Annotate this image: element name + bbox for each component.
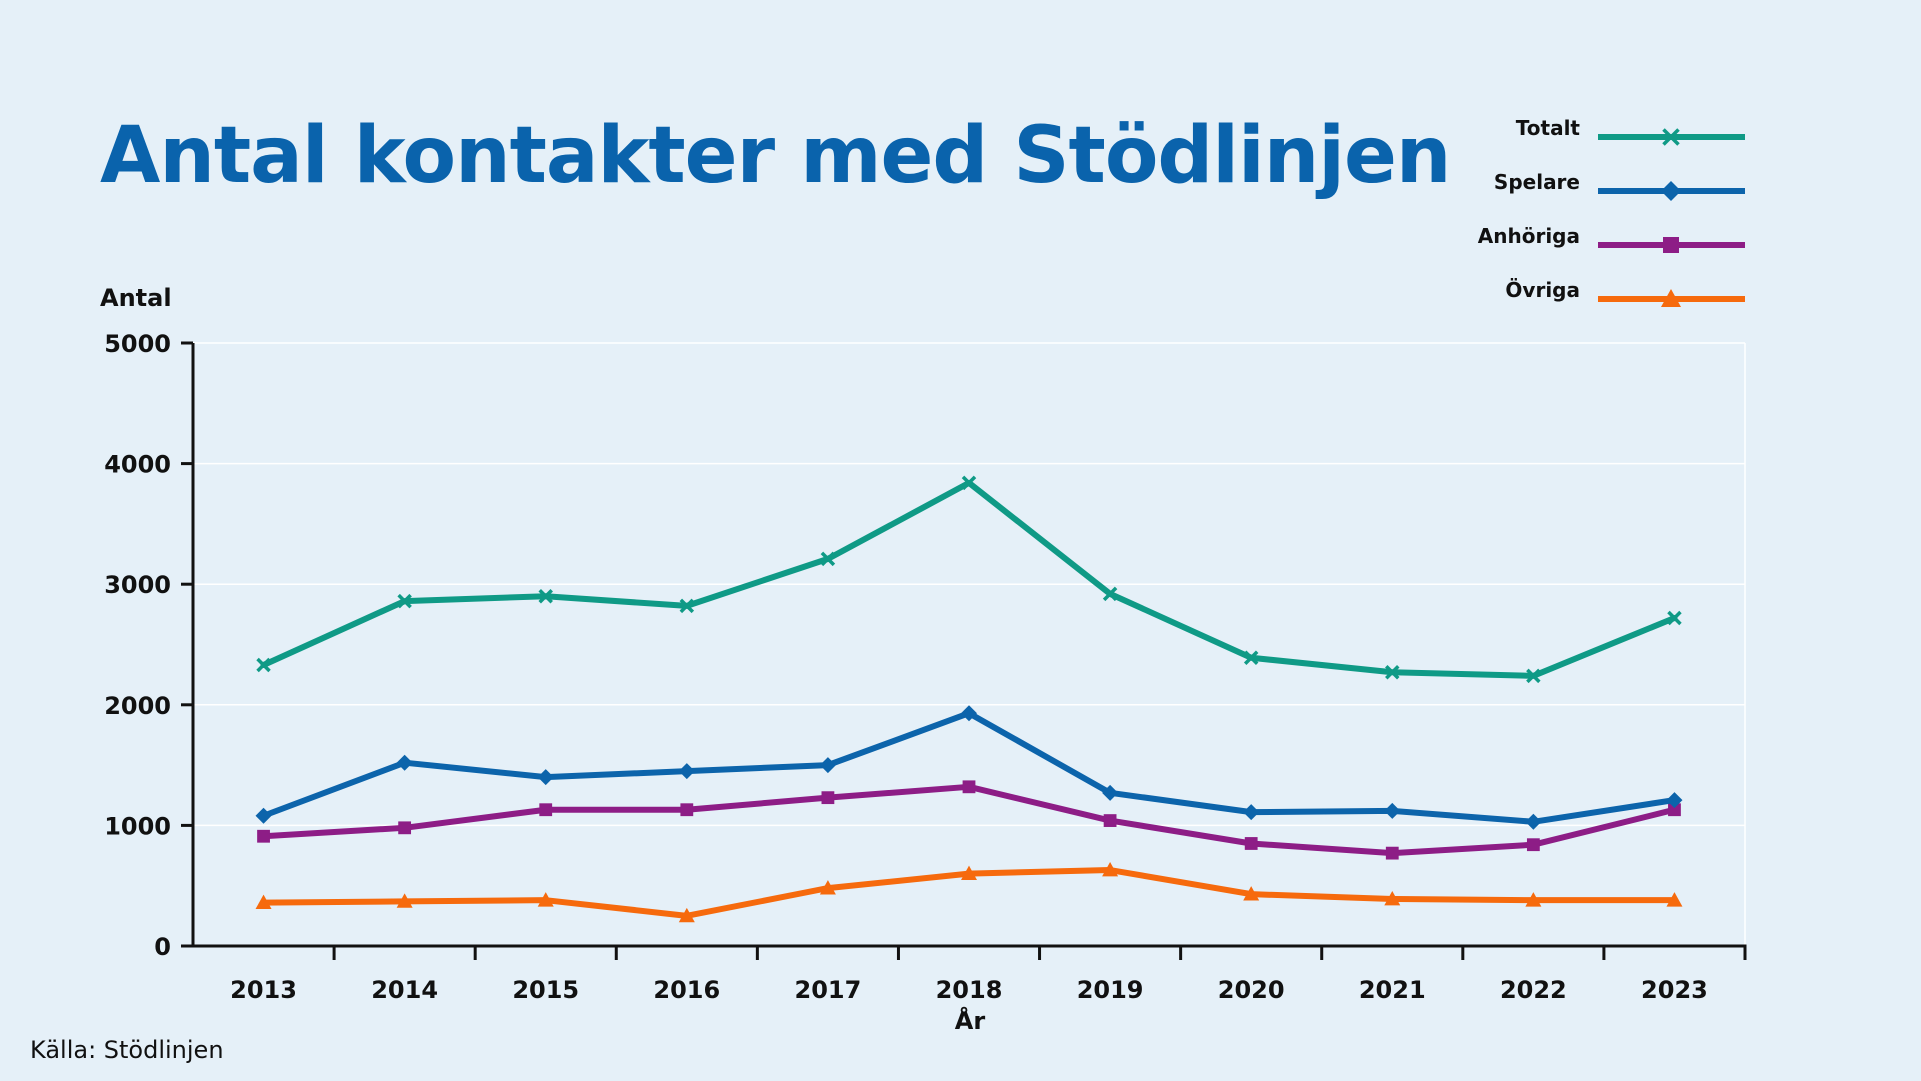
y-tick-labels: 0 1000 2000 3000 4000 5000 (104, 330, 171, 961)
y-tick-label-1000: 1000 (104, 812, 171, 840)
legend-marker-spelare (1661, 181, 1681, 201)
x-tick-label-2016: 2016 (653, 976, 720, 1004)
x-tick-label-2020: 2020 (1218, 976, 1285, 1004)
point--vriga-2014 (396, 893, 413, 908)
point-totalt-2020 (1243, 650, 1259, 666)
point-anh-riga-2017 (821, 791, 835, 805)
y-tick-label-4000: 4000 (104, 451, 171, 479)
point--vriga-2018 (961, 865, 977, 881)
y-axis-title: Antal (100, 284, 172, 312)
point--vriga-2020 (1243, 886, 1260, 901)
point-anh-riga-2015 (539, 803, 553, 817)
point-totalt-2018 (961, 475, 977, 491)
point-totalt-2021 (1385, 665, 1400, 680)
legend-marker-anh-riga (1663, 237, 1679, 253)
legend-item-spelare: Spelare (1494, 170, 1745, 201)
x-tick-label-2018: 2018 (936, 976, 1003, 1004)
legend-marker-totalt (1662, 128, 1680, 146)
x-tick-label-2019: 2019 (1077, 976, 1144, 1004)
legend-label-spelare: Spelare (1494, 170, 1580, 194)
axes (181, 341, 1747, 960)
x-tick-label-2013: 2013 (230, 976, 297, 1004)
legend-label--vriga: Övriga (1505, 278, 1580, 302)
point-anh-riga-2016 (680, 803, 694, 817)
point-spelare-2021 (1384, 802, 1401, 819)
point-anh-riga-2014 (398, 821, 412, 835)
point-anh-riga-2018 (962, 780, 976, 794)
point-spelare-2014 (396, 754, 413, 771)
legend-marker--vriga (1661, 289, 1681, 307)
point-spelare-2019 (1102, 784, 1119, 801)
series-group (255, 475, 1683, 923)
y-tick-label-2000: 2000 (104, 692, 171, 720)
point-spelare-2016 (678, 763, 695, 780)
point-anh-riga-2022 (1526, 838, 1540, 852)
point--vriga-2019 (1102, 862, 1119, 877)
point--vriga-2017 (819, 880, 836, 895)
point-spelare-2023 (1666, 792, 1683, 809)
y-tick-label-0: 0 (154, 933, 171, 961)
point--vriga-2021 (1384, 890, 1401, 906)
legend-label-totalt: Totalt (1516, 116, 1581, 140)
y-tick-label-3000: 3000 (104, 571, 171, 599)
series-line-anh-riga (260, 783, 1678, 857)
point-anh-riga-2023 (1668, 803, 1681, 817)
point--vriga-2015 (537, 892, 554, 907)
point--vriga-2013 (255, 894, 272, 909)
point--vriga-2016 (678, 907, 695, 923)
legend-item-anh-riga: Anhöriga (1478, 224, 1745, 253)
point-totalt-2014 (397, 593, 412, 609)
x-tick-labels: 2013 2014 2015 2016 2017 2018 2019 2020 2021 2022… (230, 976, 1708, 1004)
point-totalt-2015 (538, 589, 553, 604)
x-tick-label-2022: 2022 (1500, 976, 1567, 1004)
series-line-spelare (260, 710, 1678, 825)
point-spelare-2015 (537, 769, 554, 786)
series-totalt (256, 475, 1682, 684)
x-tick-label-2017: 2017 (795, 976, 862, 1004)
source-note: Källa: Stödlinjen (30, 1036, 224, 1064)
chart-title: Antal kontakter med Stödlinjen (100, 111, 1450, 201)
point-totalt-2022 (1526, 668, 1541, 684)
point-totalt-2016 (679, 598, 695, 614)
y-tick-label-5000: 5000 (104, 330, 171, 358)
series--vriga (255, 862, 1683, 923)
legend-item-totalt: Totalt (1516, 116, 1745, 146)
point-anh-riga-2020 (1244, 837, 1258, 850)
x-axis-title: År (955, 1006, 986, 1035)
x-tick-label-2015: 2015 (512, 976, 579, 1004)
point--vriga-2023 (1666, 892, 1683, 907)
point-anh-riga-2013 (257, 829, 270, 843)
legend: Totalt Spelare Anhöriga Övriga (1478, 116, 1745, 307)
point-totalt-2017 (820, 551, 836, 567)
point--vriga-2022 (1525, 892, 1542, 907)
point-spelare-2013 (255, 807, 272, 824)
series-line-totalt (260, 479, 1678, 679)
grid (193, 342, 1746, 946)
point-totalt-2019 (1102, 586, 1118, 602)
x-tick-label-2014: 2014 (371, 976, 438, 1004)
point-totalt-2013 (256, 657, 271, 673)
x-tick-label-2021: 2021 (1359, 976, 1426, 1004)
legend-item--vriga: Övriga (1505, 278, 1745, 307)
point-anh-riga-2019 (1103, 814, 1117, 827)
point-totalt-2023 (1667, 610, 1682, 626)
series-anh-riga (257, 780, 1681, 860)
point-anh-riga-2021 (1385, 846, 1399, 860)
x-tick-label-2023: 2023 (1641, 976, 1708, 1004)
point-spelare-2020 (1243, 804, 1260, 821)
point-spelare-2022 (1525, 813, 1542, 830)
legend-label-anh-riga: Anhöriga (1478, 224, 1580, 248)
point-spelare-2017 (819, 757, 836, 774)
series-spelare (255, 705, 1683, 830)
point-spelare-2018 (961, 705, 977, 722)
